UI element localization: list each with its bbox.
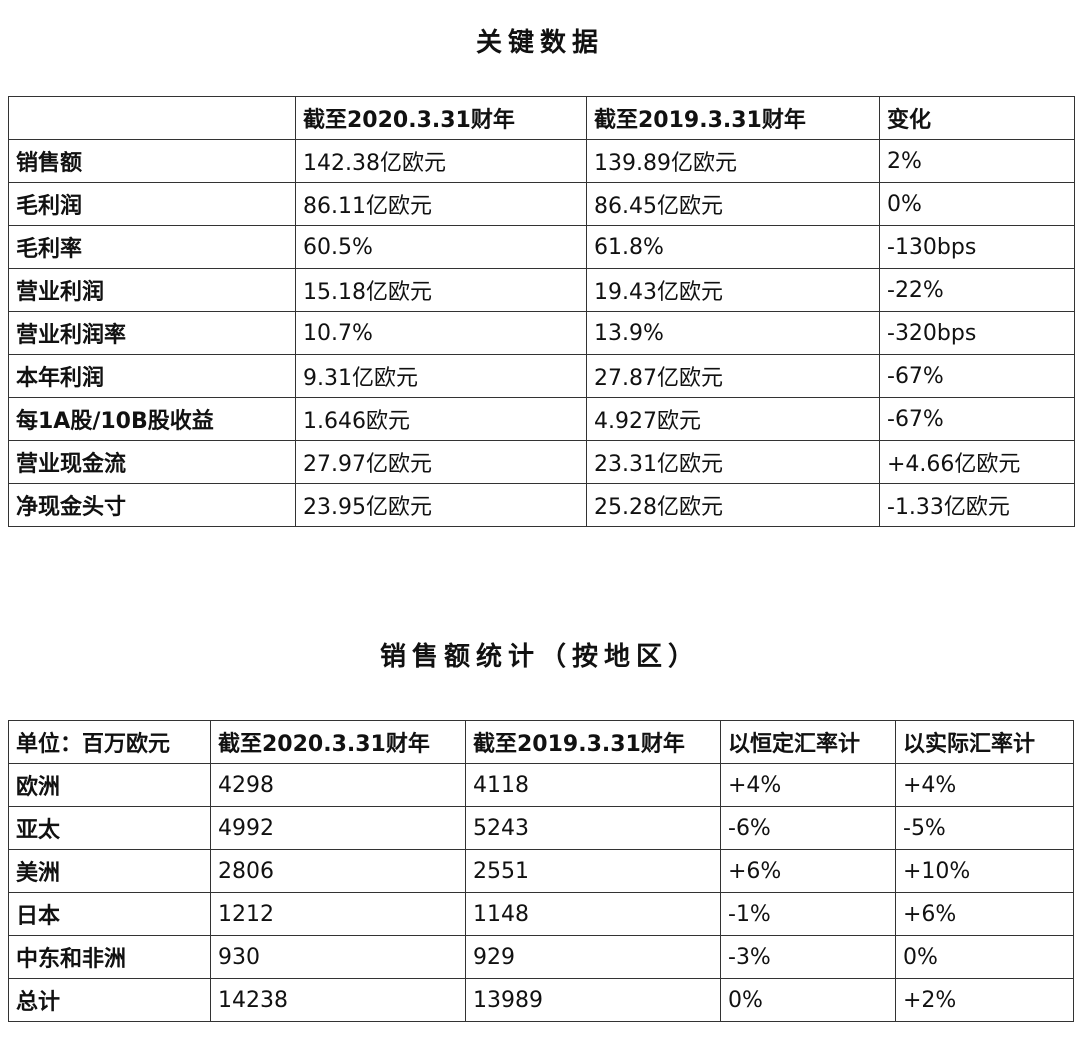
column-header: 变化	[879, 96, 1075, 140]
table-row: 美洲 2806 2551 +6% +10%	[8, 849, 1074, 893]
table-cell: +10%	[895, 849, 1074, 893]
header-row: 单位：百万欧元 截至2020.3.31财年 截至2019.3.31财年 以恒定汇率计以…	[8, 720, 1074, 764]
table-row: 中东和非洲 930 929 -3% 0%	[8, 935, 1074, 979]
table-row: 营业现金流 27.97亿欧元 23.31亿欧元 +4.66亿欧元	[8, 440, 1075, 484]
table-row: 营业利润率 10.7% 13.9% -320bps	[8, 311, 1075, 355]
table-cell: 5243	[465, 806, 721, 850]
table-cell: 2%	[879, 139, 1075, 183]
key-data-title: 关键数据	[475, 28, 604, 58]
row-label: 销售额	[8, 139, 296, 183]
table-cell: 0%	[879, 182, 1075, 226]
table-cell: -67%	[879, 354, 1075, 398]
column-header: 单位：百万欧元	[8, 720, 211, 764]
table-cell: -67%	[879, 397, 1075, 441]
table-cell: 2551	[465, 849, 721, 893]
table-cell: 13989	[465, 978, 721, 1022]
table-cell: 929	[465, 935, 721, 979]
table-cell: 15.18亿欧元	[295, 268, 587, 312]
table-cell: +4%	[720, 763, 896, 807]
table-cell: 10.7%	[295, 311, 587, 355]
table-cell: -130bps	[879, 225, 1075, 269]
table-row: 净现金头寸 23.95亿欧元 25.28亿欧元 -1.33亿欧元	[8, 483, 1075, 527]
table-cell: 4.927欧元	[586, 397, 880, 441]
table-cell: +6%	[720, 849, 896, 893]
column-header: 截至2019.3.31财年	[586, 96, 880, 140]
table-cell: +4%	[895, 763, 1074, 807]
column-header: 以实际汇率计	[895, 720, 1074, 764]
column-header: 截至2020.3.31财年	[295, 96, 587, 140]
table-cell: 23.95亿欧元	[295, 483, 587, 527]
table-row: 营业利润 15.18亿欧元 19.43亿欧元 -22%	[8, 268, 1075, 312]
table-row: 毛利润 86.11亿欧元 86.45亿欧元 0%	[8, 182, 1075, 226]
row-label: 毛利润	[8, 182, 296, 226]
table-cell: 60.5%	[295, 225, 587, 269]
table-row: 毛利率 60.5% 61.8% -130bps	[8, 225, 1075, 269]
table-cell: +6%	[895, 892, 1074, 936]
table-cell: +4.66亿欧元	[879, 440, 1075, 484]
table-cell: -3%	[720, 935, 896, 979]
table-row: 每1A股/10B股收益 1.646欧元 4.927欧元 -67%	[8, 397, 1075, 441]
row-label: 本年利润	[8, 354, 296, 398]
table-cell: -1.33亿欧元	[879, 483, 1075, 527]
table-cell: 2806	[210, 849, 466, 893]
header-row: 截至2020.3.31财年 截至2019.3.31财年 变化	[8, 96, 1075, 140]
table-cell: -320bps	[879, 311, 1075, 355]
table-cell: -1%	[720, 892, 896, 936]
table-row: 亚太 4992 5243 -6% -5%	[8, 806, 1074, 850]
table-cell: -6%	[720, 806, 896, 850]
row-label: 营业利润	[8, 268, 296, 312]
table-cell: 1212	[210, 892, 466, 936]
row-label: 营业利润率	[8, 311, 296, 355]
table-row: 本年利润 9.31亿欧元 27.87亿欧元 -67%	[8, 354, 1075, 398]
table-cell: 4992	[210, 806, 466, 850]
table-cell: 142.38亿欧元	[295, 139, 587, 183]
table-cell: 4118	[465, 763, 721, 807]
table-cell: +2%	[895, 978, 1074, 1022]
table-cell: 139.89亿欧元	[586, 139, 880, 183]
table-cell: 4298	[210, 763, 466, 807]
table-cell: 1148	[465, 892, 721, 936]
row-label: 每1A股/10B股收益	[8, 397, 296, 441]
table-cell: 1.646欧元	[295, 397, 587, 441]
table-cell: 61.8%	[586, 225, 880, 269]
table-cell: 0%	[720, 978, 896, 1022]
table-row: 总计 14238 13989 0% +2%	[8, 978, 1074, 1022]
row-label: 总计	[8, 978, 211, 1022]
table-cell: 19.43亿欧元	[586, 268, 880, 312]
row-label: 净现金头寸	[8, 483, 296, 527]
row-label: 日本	[8, 892, 211, 936]
key-data-table: 截至2020.3.31财年 截至2019.3.31财年 变化 销售额 142.38亿欧元…	[8, 96, 1075, 527]
row-label: 中东和非洲	[8, 935, 211, 979]
table-cell: 14238	[210, 978, 466, 1022]
table-cell: 23.31亿欧元	[586, 440, 880, 484]
regional-sales-table: 单位：百万欧元 截至2020.3.31财年 截至2019.3.31财年 以恒定汇率计以…	[8, 720, 1074, 1022]
table-cell: 86.11亿欧元	[295, 182, 587, 226]
column-header: 截至2020.3.31财年	[210, 720, 466, 764]
table-cell: 0%	[895, 935, 1074, 979]
row-label: 营业现金流	[8, 440, 296, 484]
table-cell: 930	[210, 935, 466, 979]
table-cell: 27.87亿欧元	[586, 354, 880, 398]
table-cell: 9.31亿欧元	[295, 354, 587, 398]
regional-sales-title: 销售额统计（按地区）	[379, 642, 700, 672]
row-label: 毛利率	[8, 225, 296, 269]
table-cell: 13.9%	[586, 311, 880, 355]
table-cell: 86.45亿欧元	[586, 182, 880, 226]
column-header: 以恒定汇率计	[720, 720, 896, 764]
table-cell: 25.28亿欧元	[586, 483, 880, 527]
column-header: 截至2019.3.31财年	[465, 720, 721, 764]
row-label: 亚太	[8, 806, 211, 850]
row-label: 欧洲	[8, 763, 211, 807]
row-label: 美洲	[8, 849, 211, 893]
table-row: 日本 1212 1148 -1% +6%	[8, 892, 1074, 936]
table-cell: 27.97亿欧元	[295, 440, 587, 484]
column-header	[8, 96, 296, 140]
table-cell: -5%	[895, 806, 1074, 850]
table-cell: -22%	[879, 268, 1075, 312]
table-row: 销售额 142.38亿欧元 139.89亿欧元 2%	[8, 139, 1075, 183]
table-row: 欧洲 4298 4118 +4% +4%	[8, 763, 1074, 807]
